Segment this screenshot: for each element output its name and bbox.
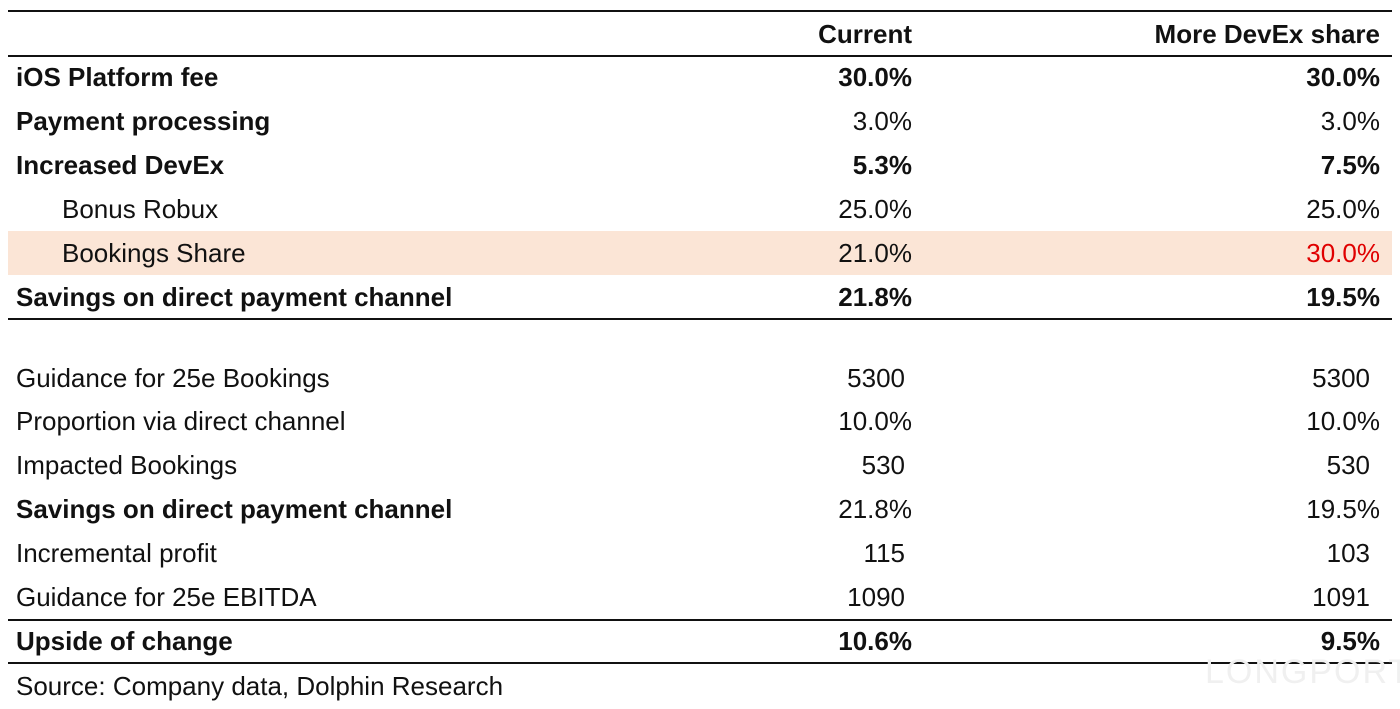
- cell: 10.0%: [1306, 406, 1380, 436]
- cell: 3.0%: [1320, 106, 1380, 136]
- rule: [8, 619, 1392, 621]
- source-note: Source: Company data, Dolphin Research: [16, 671, 504, 701]
- cell: 530: [1326, 450, 1370, 480]
- cell: 30.0%: [838, 62, 912, 92]
- rule: [8, 318, 1392, 320]
- rule: [8, 10, 1392, 12]
- cell: 21.0%: [838, 238, 912, 268]
- row-label: Savings on direct payment channel: [16, 494, 453, 524]
- row-label: Increased DevEx: [16, 150, 225, 180]
- cell: 7.5%: [1320, 150, 1380, 180]
- cell: 5300: [847, 363, 905, 393]
- cell: 19.5%: [1306, 282, 1380, 312]
- column-header: Current: [818, 19, 912, 49]
- row-label: Guidance for 25e EBITDA: [16, 582, 317, 612]
- cell: 25.0%: [1306, 194, 1380, 224]
- cell: 10.0%: [838, 406, 912, 436]
- cell: 3.0%: [852, 106, 912, 136]
- watermark: LONGPORT: [1205, 653, 1400, 691]
- cell: 10.6%: [838, 626, 912, 656]
- cell: 21.8%: [838, 494, 912, 524]
- cell: 30.0%: [1306, 238, 1380, 268]
- row-label: Incremental profit: [16, 538, 217, 568]
- row-label: Guidance for 25e Bookings: [16, 363, 330, 393]
- cell: 25.0%: [838, 194, 912, 224]
- rule: [8, 55, 1392, 57]
- cell: 21.8%: [838, 282, 912, 312]
- cell: 9.5%: [1320, 626, 1380, 656]
- cell: 30.0%: [1306, 62, 1380, 92]
- rule: [8, 662, 1392, 664]
- row-label: iOS Platform fee: [16, 62, 219, 92]
- row-label: Bookings Share: [62, 238, 246, 268]
- row-highlight: [8, 231, 1392, 275]
- cell: 530: [861, 450, 905, 480]
- cell: 103: [1326, 538, 1370, 568]
- row-label: Upside of change: [16, 626, 233, 656]
- cell: 115: [863, 538, 905, 568]
- cell: 5.3%: [852, 150, 912, 180]
- cell: 19.5%: [1306, 494, 1380, 524]
- row-label: Proportion via direct channel: [16, 406, 346, 436]
- column-header: More DevEx share: [1154, 19, 1380, 49]
- row-label: Bonus Robux: [62, 194, 219, 224]
- row-label: Impacted Bookings: [16, 450, 238, 480]
- cell: 1090: [847, 582, 905, 612]
- row-label: Payment processing: [16, 106, 271, 136]
- cell: 5300: [1312, 363, 1370, 393]
- row-label: Savings on direct payment channel: [16, 282, 453, 312]
- cell: 1091: [1312, 582, 1370, 612]
